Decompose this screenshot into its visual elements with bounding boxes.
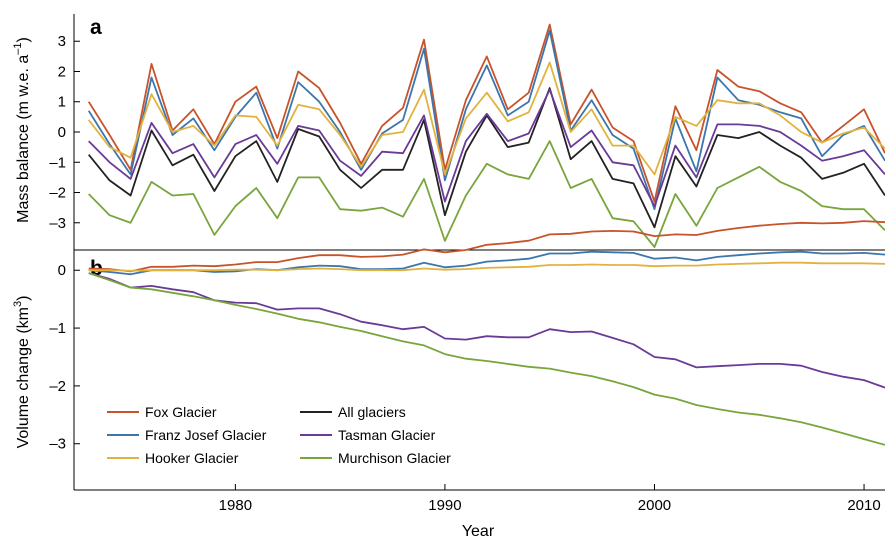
xtick-label: 2000 xyxy=(638,497,671,514)
panel-a-y-axis-title: Mass balance (m w.e. a–1) xyxy=(12,37,32,223)
legend-label-all-glaciers: All glaciers xyxy=(338,404,406,420)
panel-a-ylabel-text: Mass balance (m w.e. a xyxy=(15,55,32,223)
x-axis-title: Year xyxy=(462,523,495,538)
panel-a-line-hooker-glacier xyxy=(87,61,885,176)
panel-b-line-franz-josef-glacier xyxy=(88,250,885,276)
panel-b-x-ticks: 1980 1990 2000 2010 xyxy=(219,484,881,514)
panel-a-ytick-label: 0 xyxy=(58,124,66,141)
panel-b-y-ticks: –3 –2 –1 0 xyxy=(49,262,80,453)
panel-b-ylabel-sup: 3 xyxy=(12,301,24,307)
panel-b-line-fox-glacier xyxy=(88,220,885,273)
panel-a-series xyxy=(87,23,885,248)
panel-a-ylabel-close: ) xyxy=(15,37,32,42)
panel-b-line-murchison-glacier xyxy=(88,272,885,446)
panel-b-ylabel-close: ) xyxy=(15,296,32,301)
legend-label-hooker-glacier: Hooker Glacier xyxy=(145,450,239,466)
legend-label-tasman-glacier: Tasman Glacier xyxy=(338,427,436,443)
panel-b-ylabel-text: Volume change (km xyxy=(15,307,32,448)
panel-a-line-tasman-glacier xyxy=(88,88,885,208)
xtick-label: 1990 xyxy=(428,497,461,514)
panel-b-y-axis-title: Volume change (km3) xyxy=(12,296,32,449)
panel-b: b –3–2–10 1980 1990 2000 2010 Volume change… xyxy=(12,220,885,538)
legend: Fox Glacier Franz Josef Glacier Hooker Gla… xyxy=(107,404,451,466)
panel-b-ytick-label: –1 xyxy=(49,320,66,337)
panel-b-ytick-label: 0 xyxy=(58,262,66,279)
legend-label-franz-josef-glacier: Franz Josef Glacier xyxy=(145,427,267,443)
panel-b-line-tasman-glacier xyxy=(88,272,885,389)
panel-a-ytick-label: –2 xyxy=(49,185,66,202)
legend-label-murchison-glacier: Murchison Glacier xyxy=(338,450,451,466)
xtick-label: 2010 xyxy=(847,497,880,514)
panel-a-ytick-label: 1 xyxy=(58,94,66,111)
panel-a-ytick-label: –1 xyxy=(49,154,66,171)
panel-a-y-ticks: –3 –2 –1 0 1 2 3 xyxy=(49,33,80,232)
panel-b-series xyxy=(88,220,885,446)
panel-a-ytick-label: 2 xyxy=(58,63,66,80)
panel-a-ytick-label: 3 xyxy=(58,33,66,50)
panel-b-ytick-label: –2 xyxy=(49,378,66,395)
panel-a-ytick-label: –3 xyxy=(49,215,66,232)
panel-a-label: a xyxy=(90,16,102,39)
panel-a-ylabel-sup: –1 xyxy=(12,43,24,55)
panel-a-line-all-glaciers xyxy=(88,87,885,229)
legend-label-fox-glacier: Fox Glacier xyxy=(145,404,217,420)
xtick-label: 1980 xyxy=(219,497,252,514)
panel-a-line-murchison-glacier xyxy=(88,140,885,248)
panel-a-line-fox-glacier xyxy=(87,23,885,203)
panel-b-line-hooker-glacier xyxy=(88,261,885,272)
panel-b-ytick-label: –3 xyxy=(49,436,66,453)
